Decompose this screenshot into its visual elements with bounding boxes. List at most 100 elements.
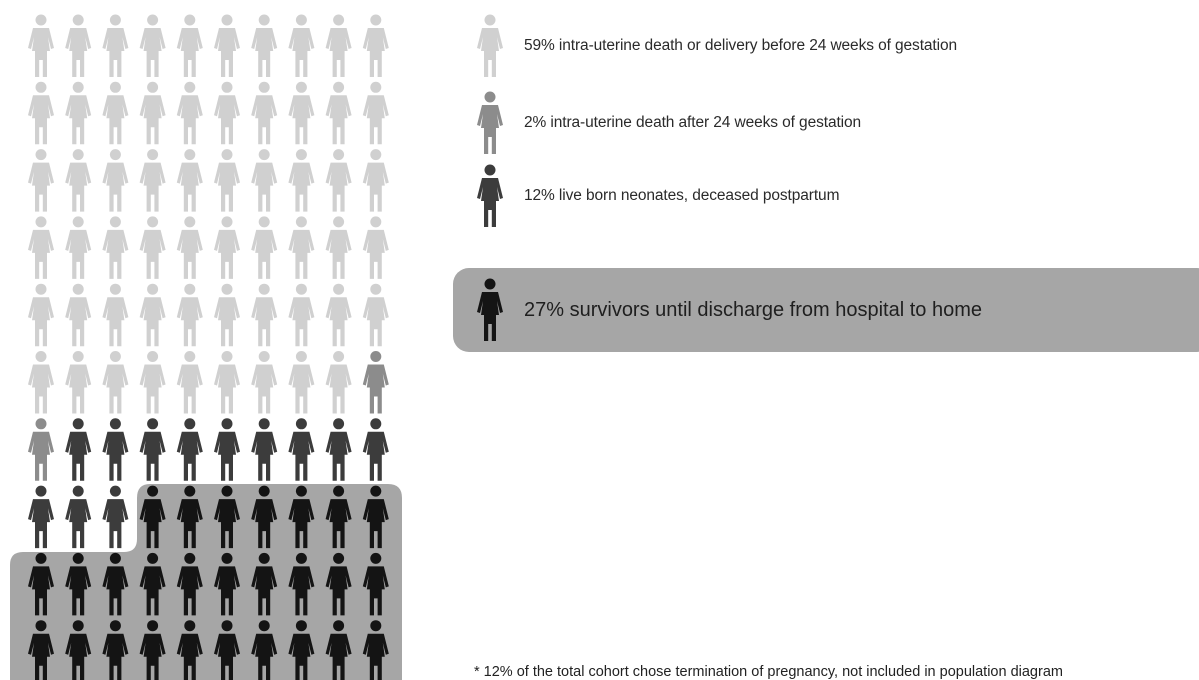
person-survivor-icon [214, 485, 240, 549]
person-early-death-icon [139, 14, 166, 77]
person-survivor-icon [28, 552, 54, 616]
person-early-death-icon [139, 81, 166, 145]
person-icon [477, 14, 503, 77]
person-survivor-icon [102, 552, 129, 616]
legend-item-early-death: 59% intra-uterine death or delivery befo… [470, 14, 1170, 78]
person-survivor-icon [139, 485, 166, 549]
person-early-death-icon [214, 283, 240, 347]
person-survivor-icon [214, 552, 240, 616]
person-early-death-icon [251, 351, 278, 414]
person-early-death-icon [288, 81, 315, 145]
population-grid [10, 14, 402, 680]
legend-item-deceased-postpartum: 12% live born neonates, deceased postpar… [470, 164, 1170, 228]
person-early-death-icon [325, 14, 352, 77]
person-early-death-icon [325, 351, 352, 414]
person-survivor-icon [288, 485, 315, 549]
person-early-death-icon [176, 351, 203, 414]
person-early-death-icon [214, 81, 240, 145]
legend-label: 12% live born neonates, deceased postpar… [524, 187, 840, 204]
person-survivor-icon [139, 620, 166, 680]
person-survivor-icon [251, 552, 278, 616]
person-early-death-icon [139, 216, 166, 279]
person-late-death-icon [362, 351, 389, 414]
person-early-death-icon [362, 81, 389, 145]
person-survivor-icon [176, 620, 203, 680]
person-early-death-icon [362, 216, 389, 279]
person-early-death-icon [251, 216, 278, 279]
person-survivor-icon [362, 485, 389, 549]
person-early-death-icon [325, 283, 352, 347]
person-early-death-icon [28, 14, 54, 77]
person-early-death-icon [362, 283, 389, 347]
person-early-death-icon [65, 283, 92, 347]
person-early-death-icon [362, 149, 389, 212]
person-early-death-icon [65, 351, 92, 414]
person-early-death-icon [102, 216, 129, 279]
person-early-death-icon [176, 149, 203, 212]
person-deceased-postpartum-icon [176, 418, 203, 481]
person-survivor-icon [176, 485, 203, 549]
person-early-death-icon [139, 351, 166, 414]
legend-item-survivors: 27% survivors until discharge from hospi… [453, 268, 1199, 352]
footnote: * 12% of the total cohort chose terminat… [474, 664, 1063, 680]
person-deceased-postpartum-icon [65, 485, 92, 549]
person-survivor-icon [102, 620, 129, 680]
person-early-death-icon [28, 149, 54, 212]
person-early-death-icon [288, 14, 315, 77]
person-survivor-icon [362, 620, 389, 680]
person-early-death-icon [288, 149, 315, 212]
person-deceased-postpartum-icon [325, 418, 352, 481]
person-early-death-icon [325, 81, 352, 145]
legend-item-late-death: 2% intra-uterine death after 24 weeks of… [470, 91, 1170, 155]
person-early-death-icon [102, 14, 129, 77]
person-early-death-icon [288, 351, 315, 414]
legend-label: 27% survivors until discharge from hospi… [524, 298, 982, 321]
person-early-death-icon [176, 216, 203, 279]
person-survivor-icon [65, 552, 92, 616]
person-early-death-icon [176, 283, 203, 347]
person-icon [477, 164, 503, 227]
person-early-death-icon [325, 149, 352, 212]
person-early-death-icon [65, 149, 92, 212]
person-early-death-icon [28, 351, 54, 414]
person-early-death-icon [288, 283, 315, 347]
person-early-death-icon [251, 149, 278, 212]
person-deceased-postpartum-icon [28, 485, 54, 549]
person-icon [477, 278, 503, 341]
person-deceased-postpartum-icon [102, 485, 129, 549]
person-survivor-icon [251, 485, 278, 549]
person-icon [477, 91, 503, 154]
person-early-death-icon [214, 351, 240, 414]
person-deceased-postpartum-icon [139, 418, 166, 481]
person-early-death-icon [251, 81, 278, 145]
person-early-death-icon [102, 149, 129, 212]
person-survivor-icon [288, 552, 315, 616]
person-survivor-icon [214, 620, 240, 680]
person-deceased-postpartum-icon [65, 418, 92, 481]
person-early-death-icon [102, 81, 129, 145]
person-deceased-postpartum-icon [362, 418, 389, 481]
person-early-death-icon [362, 14, 389, 77]
person-survivor-icon [325, 620, 352, 680]
person-survivor-icon [251, 620, 278, 680]
person-early-death-icon [176, 14, 203, 77]
person-survivor-icon [325, 485, 352, 549]
person-early-death-icon [214, 149, 240, 212]
person-deceased-postpartum-icon [214, 418, 240, 481]
person-early-death-icon [65, 216, 92, 279]
person-early-death-icon [251, 283, 278, 347]
person-survivor-icon [28, 620, 54, 680]
person-late-death-icon [28, 418, 54, 481]
person-early-death-icon [288, 216, 315, 279]
person-deceased-postpartum-icon [102, 418, 129, 481]
legend-label: 2% intra-uterine death after 24 weeks of… [524, 114, 862, 131]
person-early-death-icon [251, 14, 278, 77]
person-early-death-icon [28, 283, 54, 347]
person-early-death-icon [214, 216, 240, 279]
person-early-death-icon [65, 14, 92, 77]
person-survivor-icon [139, 552, 166, 616]
person-early-death-icon [176, 81, 203, 145]
person-early-death-icon [214, 14, 240, 77]
person-early-death-icon [65, 81, 92, 145]
person-survivor-icon [65, 620, 92, 680]
